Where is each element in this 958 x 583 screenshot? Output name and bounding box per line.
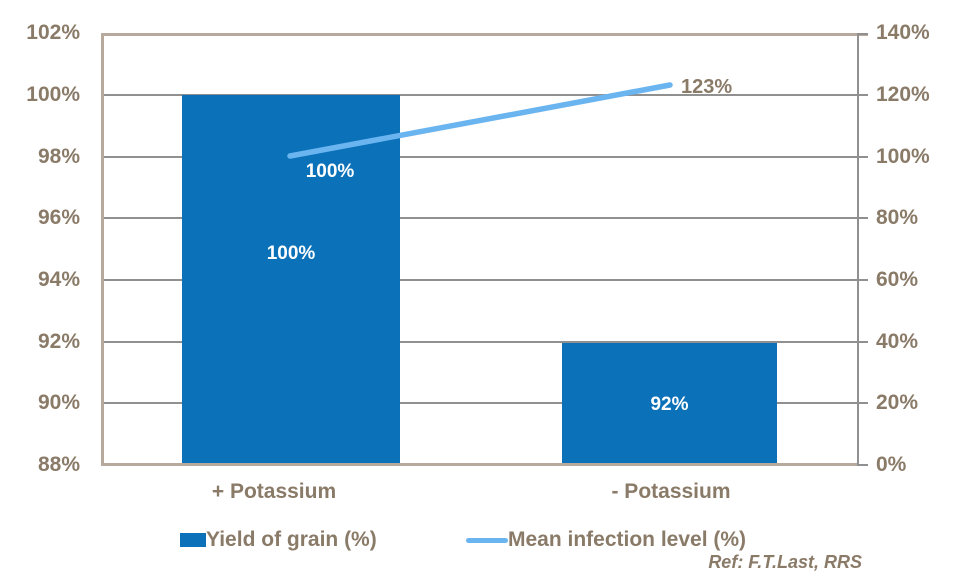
axis-tick-mark — [858, 33, 868, 35]
axis-tick-mark — [858, 464, 868, 466]
left-axis-tick-label: 98% — [37, 145, 80, 168]
gridline — [104, 402, 858, 404]
axis-tick-mark — [858, 94, 868, 96]
right-axis-line — [857, 33, 859, 466]
bar-yield-plus-potassium — [182, 95, 400, 463]
line-data-label: 123% — [681, 76, 733, 98]
bar-data-label: 100% — [266, 243, 316, 264]
left-axis-tick-label: 100% — [26, 83, 80, 106]
plot-border-bottom — [101, 463, 858, 466]
gridline — [104, 217, 858, 219]
footnote: Ref: F.T.Last, RRS — [708, 552, 862, 572]
right-axis-tick-label: 140% — [876, 21, 930, 44]
right-axis-tick-label: 100% — [876, 145, 930, 168]
axis-tick-mark — [858, 156, 868, 158]
right-axis-tick-label: 80% — [876, 206, 919, 229]
legend-bar-swatch-icon — [180, 533, 206, 547]
category-label-plus-potassium: + Potassium — [211, 480, 337, 503]
axis-tick-mark — [858, 402, 868, 404]
legend-item-yield: Yield of grain (%) — [180, 528, 377, 551]
right-axis-tick-label: 20% — [876, 391, 919, 414]
legend-item-infection: Mean infection level (%) — [466, 528, 747, 551]
legend-label-yield: Yield of grain (%) — [206, 528, 377, 551]
left-axis-tick-label: 102% — [26, 21, 80, 44]
right-axis-tick-label: 60% — [876, 268, 919, 291]
axis-tick-mark — [858, 279, 868, 281]
right-axis-tick-label: 120% — [876, 83, 930, 106]
plot-border-top — [101, 33, 868, 36]
plot-border-left — [101, 33, 104, 466]
axis-tick-mark — [858, 341, 868, 343]
left-axis-tick-label: 96% — [37, 206, 80, 229]
line-data-label: 100% — [305, 161, 355, 182]
gridline — [104, 341, 858, 343]
left-axis-tick-label: 90% — [37, 391, 80, 414]
left-axis-tick-label: 94% — [37, 268, 80, 291]
bar-yield-minus-potassium — [562, 343, 777, 463]
left-axis-tick-label: 88% — [37, 453, 80, 476]
bar-data-label: 92% — [650, 394, 689, 415]
category-label-minus-potassium: - Potassium — [611, 480, 731, 503]
gridline — [104, 279, 858, 281]
right-axis-tick-label: 0% — [876, 453, 907, 476]
left-axis-tick-label: 92% — [37, 330, 80, 353]
right-axis-tick-label: 40% — [876, 330, 919, 353]
legend-label-infection: Mean infection level (%) — [508, 528, 747, 551]
legend-line-swatch-icon — [466, 537, 508, 543]
axis-tick-mark — [858, 217, 868, 219]
